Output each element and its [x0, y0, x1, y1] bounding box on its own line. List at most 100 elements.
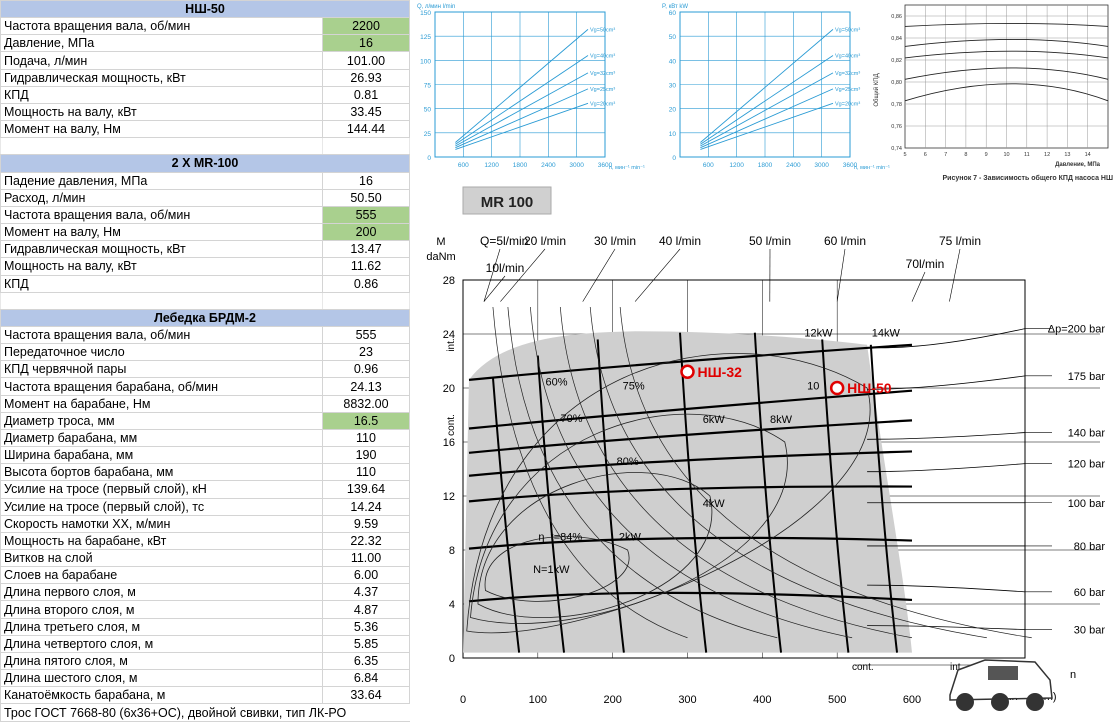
- param-value[interactable]: 4.87: [322, 600, 410, 619]
- param-value[interactable]: 14.24: [322, 497, 410, 516]
- param-value[interactable]: 139.64: [322, 480, 410, 499]
- mr-xtick: 0: [460, 694, 466, 706]
- param-value[interactable]: 4.37: [322, 583, 410, 602]
- mr-pressure-ext: [867, 584, 1026, 593]
- mr-eff-label: η_t=84%: [538, 532, 582, 544]
- param-value[interactable]: 0.81: [322, 85, 410, 104]
- mr-pressure-label: 80 bar: [1074, 541, 1106, 553]
- param-label[interactable]: Частота вращения вала, об/мин: [0, 205, 323, 225]
- param-label[interactable]: Слоев на барабане: [0, 566, 323, 585]
- sheet-row: Усилие на тросе (первый слой), кН 139.64: [0, 480, 410, 499]
- chart2-series-label: Vg=25cm³: [835, 87, 860, 93]
- param-label[interactable]: Мощность на барабане, кВт: [0, 531, 323, 551]
- param-value[interactable]: 26.93: [322, 68, 410, 87]
- mr-xtick: 300: [678, 694, 696, 706]
- param-label[interactable]: Длина третьего слоя, м: [0, 617, 323, 636]
- section-header[interactable]: НШ-50: [0, 0, 410, 19]
- param-value[interactable]: 11.62: [322, 257, 410, 276]
- param-value[interactable]: 6.35: [322, 651, 410, 671]
- param-label[interactable]: Гидравлическая мощность, кВт: [0, 68, 323, 87]
- mr-power-curve: [559, 306, 913, 639]
- param-label[interactable]: Скорость намотки ХХ, м/мин: [0, 514, 323, 533]
- mr-pressure-label: 140 bar: [1068, 428, 1106, 440]
- param-label[interactable]: Витков на слой: [0, 548, 323, 568]
- param-label[interactable]: Гидравлическая мощность, кВт: [0, 240, 323, 259]
- param-label[interactable]: Передаточное число: [0, 343, 323, 362]
- chart3-xtick: 8: [964, 152, 967, 158]
- param-label[interactable]: Усилие на тросе (первый слой), тс: [0, 497, 323, 516]
- chart1-xtick: 2400: [541, 162, 556, 169]
- param-label[interactable]: Мощность на валу, кВт: [0, 102, 323, 122]
- param-label[interactable]: Высота бортов барабана, мм: [0, 463, 323, 482]
- param-value[interactable]: 9.59: [322, 514, 410, 533]
- chart3-xtick: 7: [944, 152, 947, 158]
- param-value[interactable]: 33.64: [322, 686, 410, 705]
- param-label[interactable]: Частота вращения вала, об/мин: [0, 17, 323, 36]
- chart1-series-line: [455, 88, 589, 149]
- mr-flow-label: 10l/min: [486, 261, 525, 275]
- param-value[interactable]: 200: [322, 223, 410, 242]
- chart1-xunit: n, мин⁻¹ min⁻¹: [609, 165, 645, 171]
- sheet-row: [0, 291, 410, 310]
- mr-xtick: 100: [529, 694, 547, 706]
- param-label[interactable]: Длина пятого слоя, м: [0, 651, 323, 671]
- mr-title-box: [462, 186, 552, 215]
- mr-power-curve: [492, 306, 688, 639]
- param-label[interactable]: Канатоёмкость барабана, м: [0, 686, 323, 705]
- sheet-row: Диаметр троса, мм 16.5: [0, 411, 410, 430]
- sheet-row: Витков на слой 11.00: [0, 548, 410, 568]
- param-value[interactable]: 5.36: [322, 617, 410, 636]
- vehicle-wheel: [991, 693, 1009, 711]
- sheet-row: Момент на барабане, Нм 8832.00: [0, 394, 410, 413]
- mr-pressure-curve: [468, 536, 913, 550]
- mr-eff-label: 80%: [617, 456, 639, 468]
- chart1-series-label: Vg=20cm³: [590, 101, 615, 107]
- param-value[interactable]: 6.84: [322, 669, 410, 688]
- param-value[interactable]: 110: [322, 463, 410, 482]
- param-value[interactable]: 22.32: [322, 531, 410, 551]
- sheet-row: Высота бортов барабана, мм 110: [0, 463, 410, 482]
- mr-ylabel-unit: daNm: [426, 251, 455, 263]
- sheet-row: Частота вращения вала, об/мин 555: [0, 205, 410, 225]
- mr-operating-point-marker: [829, 380, 845, 396]
- chart1-series-label: Vg=50cm³: [590, 27, 615, 33]
- chart2-xtick: 600: [703, 162, 714, 169]
- chart1-series-label: Vg=25cm³: [590, 87, 615, 93]
- chart3-xtick: 9: [985, 152, 988, 158]
- mr-n-label: n: [1070, 669, 1076, 681]
- param-label[interactable]: Диаметр барабана, мм: [0, 428, 323, 448]
- mr-flow-label: Q=5l/min: [480, 234, 528, 248]
- chart2-ytick: 30: [669, 83, 677, 90]
- chart3-ytick: 0,76: [891, 124, 902, 130]
- param-value[interactable]: 11.00: [322, 548, 410, 568]
- mr-ytick: 28: [443, 275, 455, 287]
- mr-flow-label: 75 l/min: [939, 234, 981, 248]
- param-value[interactable]: 6.00: [322, 566, 410, 585]
- chart3-xtick: 11: [1024, 152, 1030, 158]
- param-label[interactable]: Длина четвертого слоя, м: [0, 634, 323, 653]
- mr-operating-point-label: НШ-32: [698, 364, 743, 380]
- footer-note[interactable]: Трос ГОСТ 7668-80 (6х36+ОС), двойной сви…: [0, 703, 410, 722]
- mr-power-curve: [507, 306, 778, 639]
- sheet-row: Подача, л/мин 101.00: [0, 51, 410, 70]
- mr-pressure-ext: [867, 375, 1026, 390]
- mr-ytick: 20: [443, 383, 455, 395]
- param-label[interactable]: Длина второго слоя, м: [0, 600, 323, 619]
- mr-pressure-curve: [468, 419, 913, 454]
- param-value[interactable]: 13.47: [322, 240, 410, 259]
- param-value[interactable]: 555: [322, 205, 410, 225]
- vehicle-wheel: [956, 693, 974, 711]
- param-label[interactable]: Усилие на тросе (первый слой), кН: [0, 480, 323, 499]
- mr-pressure-curve: [468, 450, 913, 477]
- sheet-row: Мощность на барабане, кВт 22.32: [0, 531, 410, 551]
- param-value[interactable]: 33.45: [322, 102, 410, 122]
- chart3-ytick: 0,82: [891, 58, 902, 64]
- sheet-row: Длина первого слоя, м 4.37: [0, 583, 410, 602]
- chart2-series-line: [700, 102, 834, 150]
- param-value[interactable]: 101.00: [322, 51, 410, 70]
- param-label[interactable]: Момент на валу, Нм: [0, 223, 323, 242]
- param-label[interactable]: Длина шестого слоя, м: [0, 669, 323, 688]
- mr-flow-leader: [582, 248, 616, 302]
- param-value[interactable]: 5.85: [322, 634, 410, 653]
- mr-xtick: 400: [753, 694, 771, 706]
